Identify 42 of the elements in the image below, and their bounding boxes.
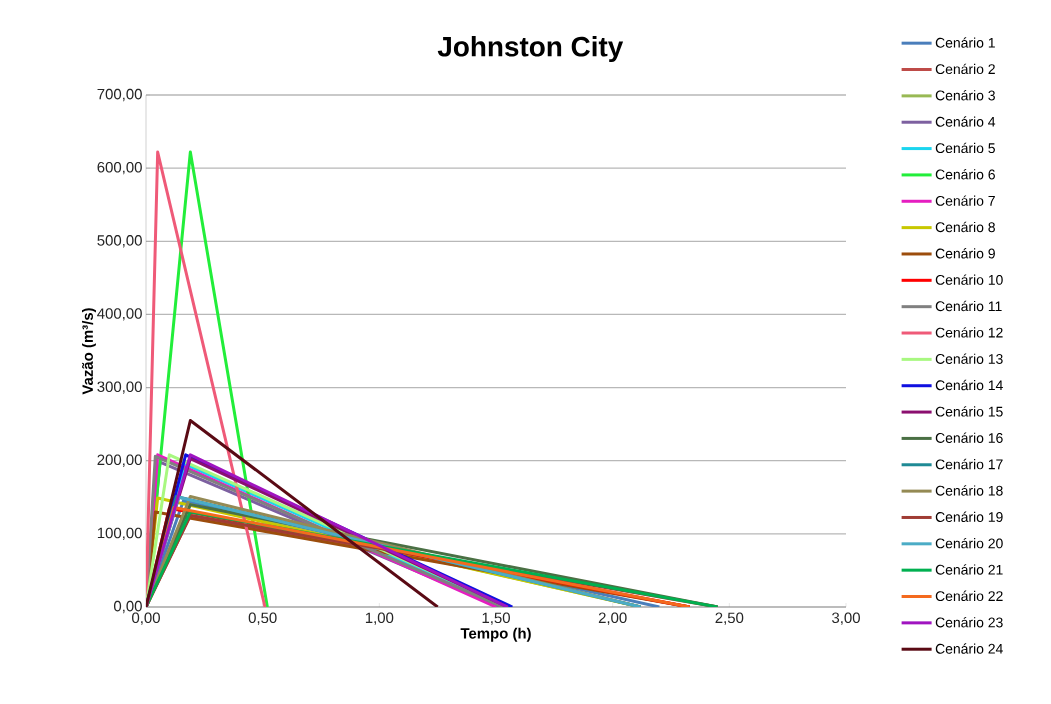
- y-tick-label: 0,00: [113, 600, 142, 614]
- y-axis-title: Vazão (m³/s): [82, 308, 96, 395]
- x-axis-title: Tempo (h): [460, 627, 531, 642]
- y-tick-label: 700,00: [97, 88, 142, 102]
- chart-title: Johnston City: [437, 36, 624, 63]
- x-tick-label: 2,00: [598, 612, 627, 625]
- legend-label: Cenário 15: [935, 406, 1003, 417]
- y-tick-label: 600,00: [97, 161, 142, 175]
- legend-label: Cenário 21: [935, 564, 1003, 575]
- y-tick-label: 500,00: [97, 235, 142, 248]
- legend-label: Cenário 7: [935, 195, 995, 206]
- x-tick-label: 0,50: [248, 612, 277, 625]
- x-tick-label: 3,00: [832, 612, 860, 625]
- legend-label: Cenário 2: [935, 63, 995, 75]
- x-tick-label: 2,50: [715, 612, 744, 625]
- legend-label: Cenário 24: [935, 643, 1003, 654]
- legend-label: Cenário 11: [935, 300, 1002, 312]
- legend-label: Cenário 12: [935, 327, 1003, 338]
- legend-label: Cenário 18: [935, 485, 1003, 496]
- x-tick-label: 1,00: [365, 612, 394, 625]
- legend-label: Cenário 17: [935, 458, 1003, 470]
- y-tick-label: 400,00: [97, 308, 142, 321]
- y-tick-label: 200,00: [97, 454, 142, 467]
- legend-label: Cenário 4: [935, 116, 996, 127]
- legend-label: Cenário 19: [935, 511, 1003, 522]
- legend-label: Cenário 20: [935, 537, 1003, 549]
- legend-label: Cenário 5: [935, 142, 995, 154]
- y-tick-label: 100,00: [97, 527, 142, 541]
- y-tick-label: 300,00: [97, 381, 142, 394]
- legend-label: Cenário 16: [935, 432, 1003, 443]
- legend-label: Cenário 9: [935, 248, 995, 259]
- legend-label: Cenário 22: [935, 590, 1003, 602]
- x-tick-label: 0,00: [132, 612, 160, 625]
- legend-label: Cenário 23: [935, 616, 1003, 628]
- legend-label: Cenário 13: [935, 353, 1003, 364]
- legend-label: Cenário 8: [935, 221, 995, 233]
- legend-label: Cenário 1: [935, 37, 995, 48]
- legend-label: Cenário 6: [935, 169, 995, 180]
- x-tick-label: 1,50: [482, 612, 510, 625]
- legend-label: Cenário 10: [935, 274, 1003, 285]
- legend-label: Cenário 3: [935, 89, 995, 101]
- legend-label: Cenário 14: [935, 379, 1003, 391]
